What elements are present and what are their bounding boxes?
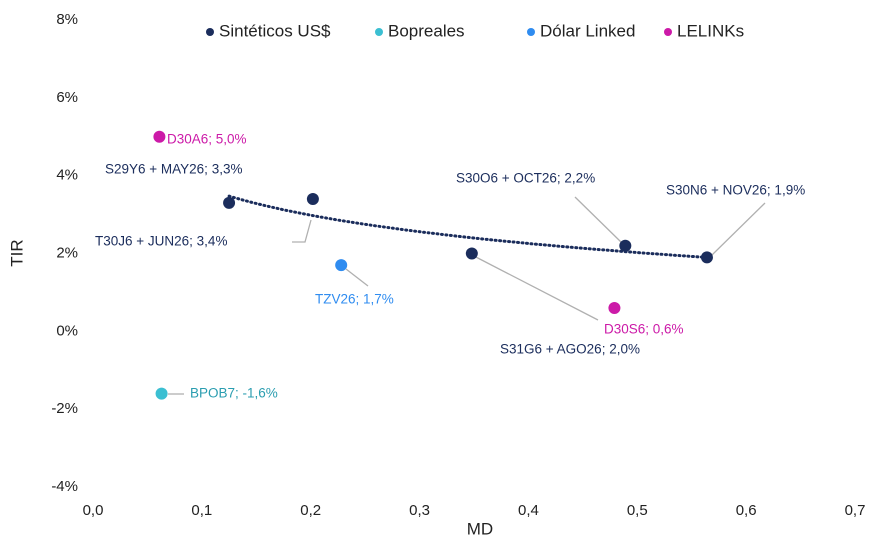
data-point [155,387,168,400]
y-axis-title: TIR [7,239,26,266]
leader-line [574,196,623,244]
legend-marker [375,28,383,36]
legend-label: LELINKs [677,21,744,40]
legend-marker [527,28,535,36]
y-tick-label: -4% [51,478,78,495]
x-tick-label: 0,6 [736,502,757,519]
leader-line [292,219,312,243]
x-tick-label: 0,0 [83,502,104,519]
data-label: S29Y6 + MAY26; 3,3% [105,162,242,177]
data-label: T30J6 + JUN26; 3,4% [95,234,227,249]
data-point [608,301,621,314]
y-tick-label: 6% [56,89,78,106]
x-tick-label: 0,7 [845,502,866,519]
y-tick-label: 4% [56,167,78,184]
data-point [153,130,166,143]
data-label: BPOB7; -1,6% [190,386,278,401]
y-tick-label: 8% [56,11,78,28]
leader-line [471,254,599,321]
legend-marker [664,28,672,36]
legend-marker [206,28,214,36]
leader-line [711,202,766,256]
data-point [223,196,236,209]
x-tick-label: 0,4 [518,502,539,519]
x-tick-label: 0,5 [627,502,648,519]
data-label: TZV26; 1,7% [315,292,394,307]
data-point [306,193,319,206]
legend-label: Sintéticos US$ [219,21,331,40]
y-tick-label: 0% [56,322,78,339]
data-label: D30S6; 0,6% [604,322,684,337]
x-tick-label: 0,2 [300,502,321,519]
leader-line [345,268,369,287]
x-axis-title: MD [467,519,493,538]
trendline [227,194,709,259]
data-point [700,251,713,264]
y-tick-label: -2% [51,400,78,417]
data-label: S31G6 + AGO26; 2,0% [500,342,640,357]
x-tick-label: 0,1 [191,502,212,519]
data-point [335,259,348,272]
data-point [465,247,478,260]
y-tick-label: 2% [56,244,78,261]
x-tick-label: 0,3 [409,502,430,519]
legend-label: Bopreales [388,21,465,40]
data-label: S30O6 + OCT26; 2,2% [456,171,595,186]
data-label: D30A6; 5,0% [167,132,247,147]
data-point [619,239,632,252]
legend-label: Dólar Linked [540,21,635,40]
data-label: S30N6 + NOV26; 1,9% [666,183,805,198]
